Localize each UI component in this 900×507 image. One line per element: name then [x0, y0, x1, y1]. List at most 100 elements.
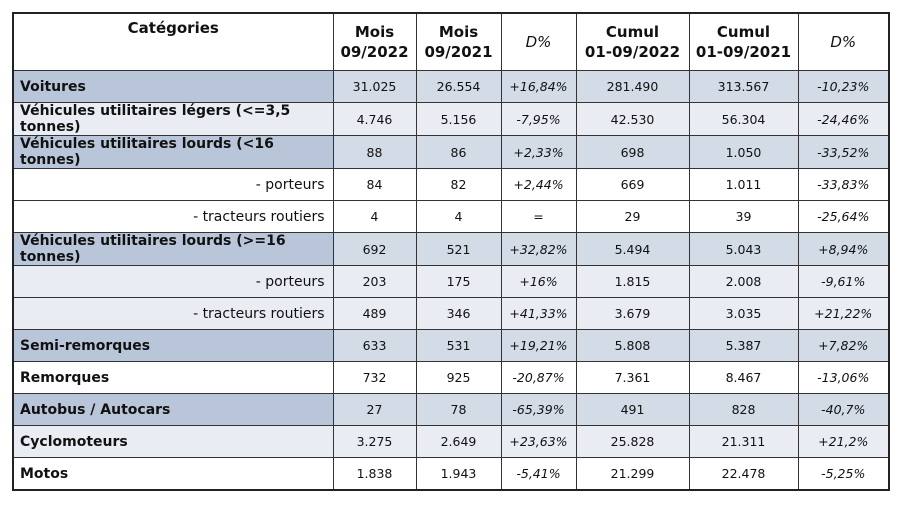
category-cell: Semi-remorques [12, 329, 334, 362]
value-cell: -40,7% [797, 393, 890, 426]
value-cell: -25,64% [797, 200, 890, 233]
value-cell: 175 [415, 265, 502, 298]
header-cell: Mois 09/2022 [332, 12, 417, 71]
value-cell: 1.838 [332, 457, 417, 491]
value-cell: 3.275 [332, 425, 417, 458]
value-cell: -24,46% [797, 102, 890, 136]
header-cell: Cumul 01-09/2021 [688, 12, 799, 71]
value-cell: 7.361 [575, 361, 690, 394]
table-row: Remorques 732 925 -20,87% 7.361 8.467 -13,06% [12, 361, 890, 394]
header-cell: Mois 09/2021 [415, 12, 502, 71]
value-cell: 5.043 [688, 232, 799, 266]
stats-table: Catégories Mois 09/2022 Mois 09/2021 D% Cumu… [12, 12, 890, 491]
value-cell: 27 [332, 393, 417, 426]
table-row: Véhicules utilitaires légers (<=3,5 tonn… [12, 102, 890, 136]
value-cell: 489 [332, 297, 417, 330]
value-cell: -5,25% [797, 457, 890, 491]
value-cell: 39 [688, 200, 799, 233]
value-cell: +16% [500, 265, 577, 298]
header-cell: Catégories [12, 12, 334, 71]
value-cell: 732 [332, 361, 417, 394]
table-row: - porteurs 203 175 +16% 1.815 2.008 -9,61% [12, 265, 890, 298]
value-cell: 1.050 [688, 135, 799, 169]
category-cell: Cyclomoteurs [12, 425, 334, 458]
value-cell: 4 [332, 200, 417, 233]
value-cell: 1.815 [575, 265, 690, 298]
value-cell: 1.943 [415, 457, 502, 491]
value-cell: 42.530 [575, 102, 690, 136]
category-cell: Autobus / Autocars [12, 393, 334, 426]
value-cell: +41,33% [500, 297, 577, 330]
category-cell: Remorques [12, 361, 334, 394]
category-cell: - tracteurs routiers [12, 297, 334, 330]
value-cell: 313.567 [688, 70, 799, 103]
value-cell: +23,63% [500, 425, 577, 458]
value-cell: +32,82% [500, 232, 577, 266]
value-cell: -65,39% [500, 393, 577, 426]
value-cell: +2,44% [500, 168, 577, 201]
value-cell: -10,23% [797, 70, 890, 103]
value-cell: 692 [332, 232, 417, 266]
value-cell: +8,94% [797, 232, 890, 266]
value-cell: 4 [415, 200, 502, 233]
table-row: Motos 1.838 1.943 -5,41% 21.299 22.478 -5,25% [12, 457, 890, 491]
value-cell: 5.387 [688, 329, 799, 362]
value-cell: 22.478 [688, 457, 799, 491]
value-cell: 31.025 [332, 70, 417, 103]
value-cell: 925 [415, 361, 502, 394]
value-cell: +7,82% [797, 329, 890, 362]
value-cell: -9,61% [797, 265, 890, 298]
value-cell: 491 [575, 393, 690, 426]
value-cell: 3.035 [688, 297, 799, 330]
category-cell: Voitures [12, 70, 334, 103]
category-cell: Véhicules utilitaires lourds (>=16 tonne… [12, 232, 334, 266]
header-cell: D% [500, 12, 577, 71]
table-row: - tracteurs routiers 489 346 +41,33% 3.679 3.… [12, 297, 890, 330]
value-cell: 86 [415, 135, 502, 169]
table-row: Véhicules utilitaires lourds (>=16 tonne… [12, 232, 890, 266]
value-cell: +21,22% [797, 297, 890, 330]
value-cell: 2.649 [415, 425, 502, 458]
value-cell: 5.156 [415, 102, 502, 136]
value-cell: 828 [688, 393, 799, 426]
value-cell: 521 [415, 232, 502, 266]
value-cell: -33,83% [797, 168, 890, 201]
table-body: Voitures 31.025 26.554 +16,84% 281.490 313.56… [12, 70, 890, 491]
header-cell: Cumul 01-09/2022 [575, 12, 690, 71]
value-cell: 633 [332, 329, 417, 362]
header-row: Catégories Mois 09/2022 Mois 09/2021 D% Cumu… [12, 12, 890, 71]
value-cell: 531 [415, 329, 502, 362]
value-cell: 669 [575, 168, 690, 201]
value-cell: -5,41% [500, 457, 577, 491]
value-cell: 78 [415, 393, 502, 426]
value-cell: 26.554 [415, 70, 502, 103]
table-row: Voitures 31.025 26.554 +16,84% 281.490 313.56… [12, 70, 890, 103]
value-cell: 698 [575, 135, 690, 169]
value-cell: -33,52% [797, 135, 890, 169]
table-row: Autobus / Autocars 27 78 -65,39% 491 828 -40,7… [12, 393, 890, 426]
category-cell: - tracteurs routiers [12, 200, 334, 233]
value-cell: -20,87% [500, 361, 577, 394]
category-cell: Véhicules utilitaires légers (<=3,5 tonn… [12, 102, 334, 136]
value-cell: 8.467 [688, 361, 799, 394]
value-cell: +19,21% [500, 329, 577, 362]
value-cell: 21.311 [688, 425, 799, 458]
value-cell: 82 [415, 168, 502, 201]
value-cell: 29 [575, 200, 690, 233]
value-cell: +16,84% [500, 70, 577, 103]
table-row: Véhicules utilitaires lourds (<16 tonnes… [12, 135, 890, 169]
value-cell: 5.494 [575, 232, 690, 266]
table-row: - tracteurs routiers 4 4 = 29 39 -25,64% [12, 200, 890, 233]
table-row: Semi-remorques 633 531 +19,21% 5.808 5.387 +7,… [12, 329, 890, 362]
value-cell: 2.008 [688, 265, 799, 298]
value-cell: 5.808 [575, 329, 690, 362]
category-cell: Véhicules utilitaires lourds (<16 tonnes… [12, 135, 334, 169]
value-cell: -13,06% [797, 361, 890, 394]
value-cell: 21.299 [575, 457, 690, 491]
value-cell: 3.679 [575, 297, 690, 330]
value-cell: 1.011 [688, 168, 799, 201]
table-row: Cyclomoteurs 3.275 2.649 +23,63% 25.828 21.31… [12, 425, 890, 458]
value-cell: = [500, 200, 577, 233]
header-cell: D% [797, 12, 890, 71]
